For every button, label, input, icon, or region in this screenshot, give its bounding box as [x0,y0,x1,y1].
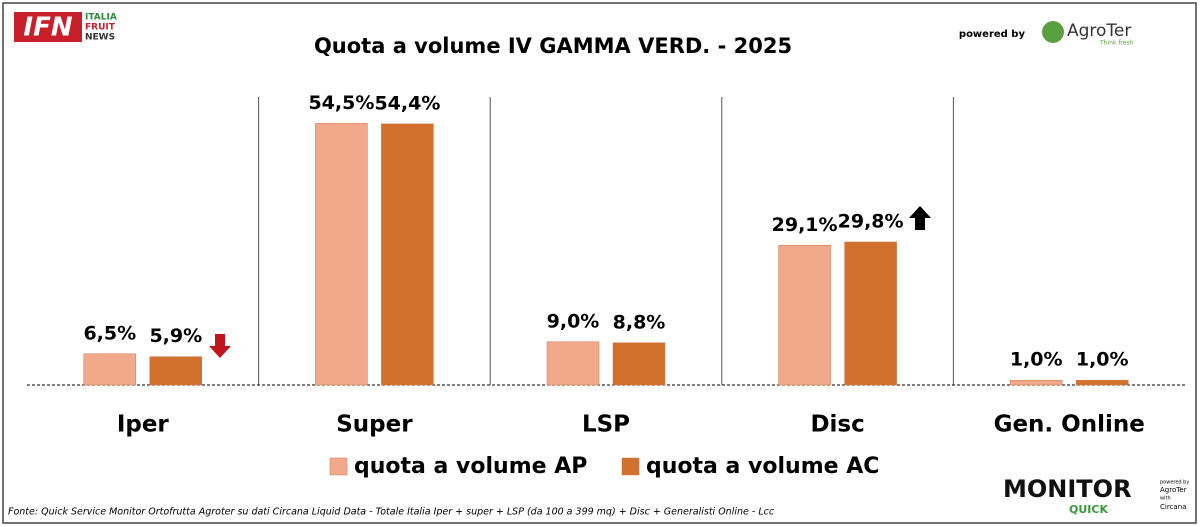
x-tick-label: Disc [810,412,864,438]
value-label: 6,5% [83,322,136,344]
small-text: AgroTer [1160,486,1187,494]
value-label: 29,8% [838,210,904,232]
agroter-logo: powered by AgroTer Think fresh [959,21,1134,47]
monitor-logo: MONITOR QUICK powered by AgroTer with Ci… [1003,475,1189,516]
value-label: 1,0% [1076,349,1129,371]
ifn-box [14,12,82,42]
small-text: Circana [1160,503,1186,511]
value-label: 54,4% [374,92,440,114]
bar [1009,379,1063,386]
trend-up-arrow [909,206,931,230]
source-note: Fonte: Quick Service Monitor Ortofrutta … [8,507,775,518]
monitor-text: MONITOR [1003,475,1132,503]
small-text: with [1160,496,1171,502]
x-tick-label: Gen. Online [994,412,1145,438]
value-label: 54,5% [308,92,374,114]
bar [778,245,831,386]
legend-swatch [329,457,348,476]
quick-text: QUICK [1069,503,1108,516]
bar [1075,379,1129,386]
x-tick-label: LSP [582,412,630,438]
ifn-text: IFN [23,13,72,43]
legend-label: quota a volume AP [354,454,587,479]
powered-by: powered by [959,29,1026,40]
chart-title: Quota a volume IV GAMMA VERD. - 2025 [314,34,792,58]
agroter-icon [1042,21,1064,43]
value-label: 9,0% [547,310,600,332]
bar [546,341,600,386]
trend-down-arrow [209,334,231,358]
ifn-line: NEWS [85,33,115,43]
ifn-logo: IFN ITALIA FRUIT NEWS [14,12,117,43]
bar [315,123,368,386]
agroter-name: AgroTer [1067,21,1131,41]
bar [844,241,897,386]
value-label: 1,0% [1010,349,1063,371]
small-text: powered by [1160,480,1189,486]
value-label: 8,8% [613,311,666,333]
bar [612,342,666,386]
bar [83,353,137,386]
ifn-line: FRUIT [85,23,116,33]
value-label: 5,9% [149,325,202,347]
ifn-line: ITALIA [85,13,117,23]
agroter-tag: Think fresh [1099,40,1134,47]
x-tick-label: Iper [117,412,170,438]
value-label: 29,1% [772,214,838,236]
x-tick-label: Super [336,412,413,438]
bar [149,356,203,386]
bar [381,123,434,386]
legend-label: quota a volume AC [646,454,879,479]
legend-swatch [621,457,640,476]
